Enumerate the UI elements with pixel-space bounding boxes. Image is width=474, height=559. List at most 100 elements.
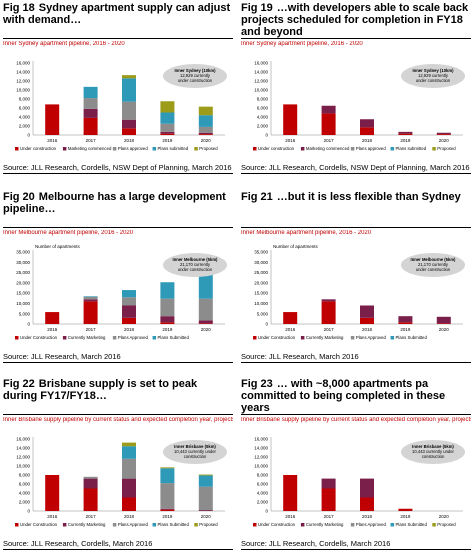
- bar-segment: [122, 297, 136, 306]
- bar-segment: [321, 301, 336, 324]
- legend-swatch: [432, 147, 436, 151]
- x-tick-label: 2016: [47, 514, 58, 519]
- bar-segment: [83, 301, 98, 324]
- bar-segment: [45, 312, 60, 324]
- bar-segment: [122, 78, 136, 102]
- legend-entry: Plans approved: [118, 146, 148, 151]
- annotation-text: Inner Melbourne (5km): [411, 257, 457, 262]
- x-tick-label: 2020: [201, 138, 212, 143]
- y-tick-label: 4,000: [257, 115, 269, 120]
- x-tick-label: 2020: [201, 327, 212, 332]
- bar-segment: [160, 467, 175, 469]
- y-axis-label: Number of apartments: [273, 244, 319, 249]
- figure-header: Fig 18 Sydney apartment supply can adjust…: [3, 2, 233, 39]
- y-tick-label: 12,000: [254, 79, 268, 84]
- bar-segment: [160, 131, 175, 134]
- chart-source: Source: JLL Research, Cordells, NSW Dept…: [241, 163, 471, 174]
- x-tick-label: 2020: [201, 514, 212, 519]
- x-tick-label: 2016: [285, 327, 296, 332]
- annotation-text: 21,170 currently: [180, 262, 211, 267]
- legend-entry: Plans submitted: [396, 146, 427, 151]
- y-tick-label: 6,000: [19, 482, 31, 487]
- x-tick-label: 2017: [324, 514, 335, 519]
- y-tick-label: 0: [265, 322, 268, 327]
- annotation-bubble: [401, 253, 465, 277]
- x-tick-label: 2016: [47, 138, 58, 143]
- bar-segment: [122, 497, 136, 511]
- bar-segment: [436, 134, 451, 135]
- figure-number: Fig 22: [3, 378, 35, 390]
- legend-entry: Under construction: [20, 146, 57, 151]
- y-tick-label: 12,000: [16, 79, 30, 84]
- x-tick-label: 2016: [285, 138, 296, 143]
- chart-subtitle: Inner Sydney apartment pipeline, 2016 - …: [3, 41, 125, 47]
- chart-source: Source: JLL Research, March 2016: [3, 351, 233, 363]
- bar-segment: [198, 272, 213, 299]
- y-tick-label: 14,000: [254, 446, 268, 451]
- bar-segment: [198, 132, 213, 135]
- legend-swatch: [300, 523, 305, 527]
- figure-panel-19: Fig 19 …with developers able to scale bac…: [241, 2, 471, 174]
- y-tick-label: 10,000: [16, 301, 30, 306]
- annotation-text: 10,443 currently under: [174, 449, 217, 454]
- bar-segment: [83, 478, 98, 489]
- bar-segment: [160, 133, 175, 135]
- y-tick-label: 8,000: [19, 473, 31, 478]
- legend-entry: Plans Approved: [356, 335, 387, 340]
- legend-swatch: [62, 523, 67, 527]
- bar-segment: [198, 115, 213, 127]
- x-tick-label: 2020: [439, 138, 450, 143]
- annotation-bubble: [163, 440, 227, 464]
- figure-header: Fig 22 Brisbane supply is set to peak dur…: [3, 378, 233, 415]
- bar-segment: [321, 105, 336, 114]
- annotation-text: under construction: [416, 267, 451, 272]
- legend-entry: Plans Submitted: [158, 522, 190, 527]
- bar-segment: [436, 323, 451, 324]
- y-tick-label: 4,000: [257, 491, 269, 496]
- x-tick-label: 2018: [124, 514, 135, 519]
- figure-title: …with developers able to scale back proj…: [241, 2, 469, 38]
- legend-swatch: [112, 336, 117, 340]
- bar-segment: [198, 510, 213, 511]
- annotation-bubble: [401, 64, 465, 88]
- bar-segment: [198, 126, 213, 133]
- chart-source: Source: JLL Research, Cordells, March 20…: [241, 538, 471, 550]
- bar-segment: [360, 127, 374, 135]
- legend-swatch: [62, 147, 67, 151]
- legend-swatch: [112, 523, 117, 527]
- figure-number: Fig 18: [3, 2, 35, 14]
- figure-panel-23: Fig 23… with ~8,000 apartments pa commit…: [241, 378, 471, 550]
- y-tick-label: 25,000: [16, 270, 30, 275]
- legend-swatch: [15, 147, 19, 151]
- y-tick-label: 16,000: [254, 437, 268, 442]
- bar-segment: [83, 299, 98, 302]
- annotation-bubble: [163, 64, 227, 88]
- bar-segment: [436, 316, 451, 324]
- chart-area: 0 2,000 4,000 6,000 8,000 10,000 12,000 14,000 1…: [253, 437, 465, 527]
- annotation-text: Inner Melbourne (5km): [173, 257, 219, 262]
- legend-entry: Plans Submitted: [396, 335, 428, 340]
- legend-entry: Under construction: [258, 146, 295, 151]
- x-tick-label: 2017: [86, 138, 97, 143]
- chart-subtitle: Inner Brisbane supply pipeline by curren…: [3, 417, 233, 423]
- legend-entry: Marketing commenced: [68, 146, 112, 151]
- bar-segment: [398, 508, 413, 511]
- legend-swatch: [300, 336, 305, 340]
- x-tick-label: 2019: [162, 327, 173, 332]
- bar-segment: [321, 113, 336, 135]
- y-tick-label: 2,000: [257, 124, 269, 129]
- bar-segment: [45, 104, 60, 135]
- y-tick-label: 2,000: [19, 500, 31, 505]
- x-tick-label: 2020: [439, 327, 450, 332]
- y-tick-label: 0: [27, 322, 30, 327]
- annotation-text: 10,443 currently under: [412, 449, 455, 454]
- x-tick-label: 2017: [86, 514, 97, 519]
- bar-segment: [360, 119, 374, 128]
- chart-area: Number of apartments 0 5,000 10,000 15,000 20…: [253, 244, 465, 340]
- bar-segment: [360, 317, 374, 324]
- chart-area: 0 2,000 4,000 6,000 8,000 10,000 12,000 14,000 1…: [15, 437, 227, 527]
- legend-swatch: [62, 336, 67, 340]
- annotation-text: 12,929 currently: [418, 73, 449, 78]
- bar-segment: [122, 458, 136, 479]
- bar-segment: [198, 134, 213, 135]
